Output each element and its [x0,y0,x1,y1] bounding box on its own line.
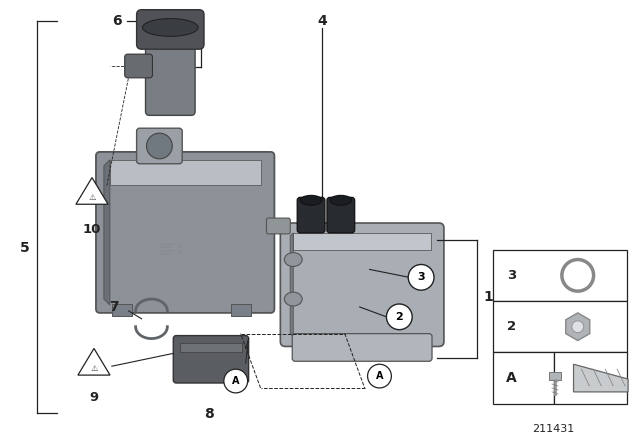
FancyBboxPatch shape [125,54,152,78]
Circle shape [387,304,412,330]
Text: 8: 8 [204,407,214,421]
Text: 10: 10 [83,224,101,237]
Circle shape [367,364,392,388]
Text: 5: 5 [20,241,29,255]
Bar [493,250,627,301]
FancyBboxPatch shape [145,39,195,116]
Polygon shape [291,233,293,336]
Text: 1: 1 [484,290,493,304]
Polygon shape [76,177,108,204]
Text: 2: 2 [507,320,516,333]
Bar [549,372,561,380]
Ellipse shape [143,18,198,36]
Bar [493,353,554,404]
Text: 7: 7 [109,300,118,314]
Bar [112,304,132,316]
Text: A: A [232,376,239,386]
Ellipse shape [284,253,302,267]
Text: 2: 2 [396,312,403,322]
Text: 211431: 211431 [532,424,574,435]
Polygon shape [566,313,590,340]
Polygon shape [110,160,260,185]
FancyBboxPatch shape [327,197,355,233]
Text: 3: 3 [417,272,425,282]
FancyBboxPatch shape [136,128,182,164]
FancyBboxPatch shape [292,334,432,361]
FancyBboxPatch shape [266,218,291,234]
Ellipse shape [284,292,302,306]
Bar [493,301,627,353]
FancyBboxPatch shape [136,10,204,49]
Circle shape [562,259,594,291]
Circle shape [572,321,584,332]
Polygon shape [180,343,242,353]
Ellipse shape [300,195,322,205]
Text: ⚠: ⚠ [88,193,96,202]
FancyBboxPatch shape [96,152,275,313]
Text: 4: 4 [317,13,327,28]
Polygon shape [78,349,110,375]
FancyBboxPatch shape [173,336,248,383]
Text: 3: 3 [507,269,516,282]
Text: A: A [376,371,383,381]
Text: DOT 4
DOT 4: DOT 4 DOT 4 [161,243,182,256]
Polygon shape [104,160,110,305]
Text: 6: 6 [112,13,122,28]
Ellipse shape [330,195,352,205]
FancyBboxPatch shape [280,223,444,346]
Text: 9: 9 [90,391,99,404]
Circle shape [147,133,172,159]
Polygon shape [573,364,628,392]
Polygon shape [293,233,431,250]
Circle shape [224,369,248,393]
Bar [554,353,627,404]
FancyBboxPatch shape [297,197,325,233]
Bar [231,304,251,316]
Text: ⚠: ⚠ [90,363,98,372]
Circle shape [408,264,434,290]
Text: A: A [506,371,516,385]
